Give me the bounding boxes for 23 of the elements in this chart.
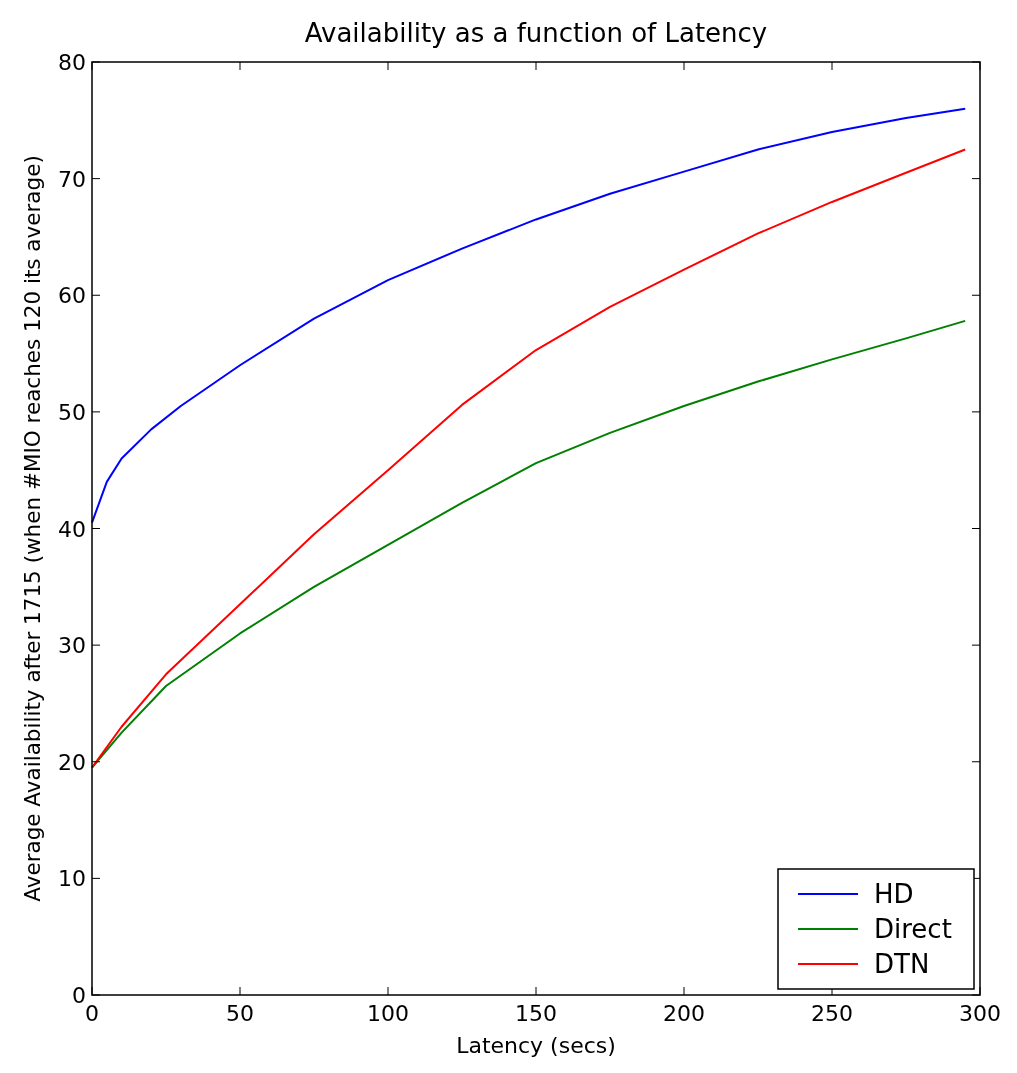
y-tick-label: 50 [58, 399, 86, 425]
x-tick-label: 150 [515, 1001, 557, 1026]
x-axis-title: Latency (secs) [456, 1033, 616, 1058]
y-tick-label: 60 [58, 283, 86, 309]
y-tick-label: 30 [58, 633, 86, 659]
y-tick-label: 80 [58, 50, 86, 75]
x-tick-label: 200 [663, 1001, 705, 1026]
y-tick-label: 40 [58, 516, 86, 542]
x-tick-label: 250 [811, 1001, 853, 1026]
legend-label: DTN [874, 949, 930, 979]
y-tick-label: 10 [58, 866, 86, 892]
legend-label: Direct [874, 914, 952, 944]
y-tick-label: 20 [58, 749, 86, 775]
line-series [91, 148, 967, 769]
x-tick-label: 300 [959, 1001, 1001, 1026]
legend-label: HD [874, 879, 914, 909]
x-tick-label: 50 [226, 1001, 254, 1026]
y-axis-title: Average Availability after 1715 (when #MIO reaches 120 its average) [20, 155, 45, 902]
x-tick-label: 100 [367, 1001, 409, 1026]
y-tick-label: 70 [58, 166, 86, 192]
y-tick-label: 0 [72, 983, 86, 1008]
chart-title: Availability as a function of Latency [304, 18, 768, 48]
line-series [91, 107, 967, 524]
